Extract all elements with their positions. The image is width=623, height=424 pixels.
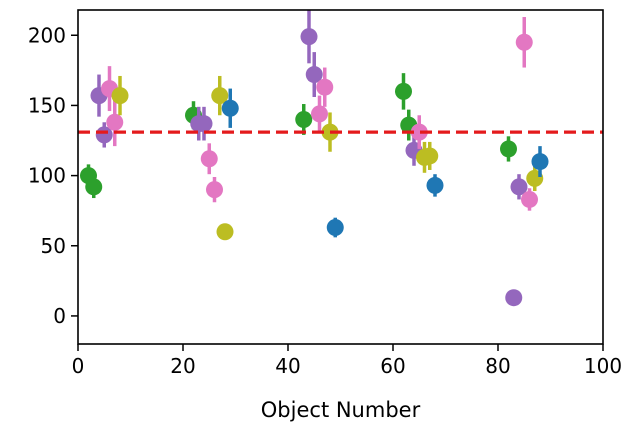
data-point — [395, 73, 412, 110]
data-point — [326, 217, 344, 238]
data-point — [200, 143, 218, 175]
point-marker — [311, 105, 328, 123]
data-point — [195, 106, 213, 141]
x-tick-label: 100 — [584, 354, 622, 378]
data-point — [305, 52, 323, 98]
data-point — [426, 174, 444, 197]
point-marker — [200, 150, 218, 168]
point-marker — [216, 223, 234, 241]
y-tick-label: 50 — [41, 234, 66, 258]
data-point — [295, 104, 313, 135]
point-marker — [305, 66, 323, 84]
y-tick-label: 100 — [28, 164, 66, 188]
data-point — [300, 10, 318, 64]
data-point — [515, 17, 533, 68]
point-marker — [421, 147, 439, 165]
point-marker — [111, 87, 129, 105]
data-point — [510, 174, 528, 200]
point-marker — [505, 289, 523, 307]
data-point — [216, 223, 234, 241]
x-tick-label: 0 — [72, 354, 85, 378]
point-marker — [521, 190, 538, 208]
y-tick-label: 150 — [28, 93, 66, 117]
x-axis-ticks: 0 20 40 60 80 100 — [72, 344, 622, 378]
x-tick-label: 20 — [170, 354, 195, 378]
data-point — [316, 67, 334, 107]
point-marker — [531, 153, 549, 171]
x-tick-label: 60 — [380, 354, 405, 378]
point-marker — [395, 82, 412, 100]
point-marker — [85, 178, 103, 196]
point-marker — [195, 115, 213, 133]
x-tick-label: 40 — [275, 354, 300, 378]
point-marker — [510, 178, 528, 196]
data-point — [85, 175, 103, 199]
data-point — [505, 289, 523, 307]
y-axis-ticks: 0 50 100 150 200 — [28, 23, 78, 328]
point-marker — [426, 176, 444, 194]
x-tick-label: 80 — [485, 354, 510, 378]
plot-frame — [77, 9, 604, 345]
point-marker — [515, 33, 533, 51]
y-tick-label: 0 — [53, 304, 66, 328]
data-points-layer — [80, 10, 549, 307]
point-marker — [300, 28, 318, 46]
data-point — [521, 188, 538, 211]
data-point — [111, 75, 129, 116]
data-point — [500, 136, 517, 162]
y-tick-label: 200 — [28, 23, 66, 47]
point-marker — [211, 87, 229, 105]
x-axis-label: Object Number — [261, 398, 421, 422]
point-marker — [500, 140, 517, 158]
data-point — [211, 75, 229, 116]
data-point — [421, 141, 439, 170]
point-marker — [221, 99, 239, 117]
data-point — [206, 177, 223, 203]
point-marker — [410, 123, 428, 141]
data-point — [311, 95, 328, 133]
data-point — [106, 98, 124, 147]
point-marker — [326, 219, 344, 237]
point-marker — [206, 181, 223, 199]
point-marker — [316, 78, 334, 96]
point-marker — [106, 113, 124, 131]
point-marker — [295, 110, 313, 128]
data-point — [410, 115, 428, 149]
data-point — [531, 146, 549, 177]
data-point — [221, 88, 239, 128]
